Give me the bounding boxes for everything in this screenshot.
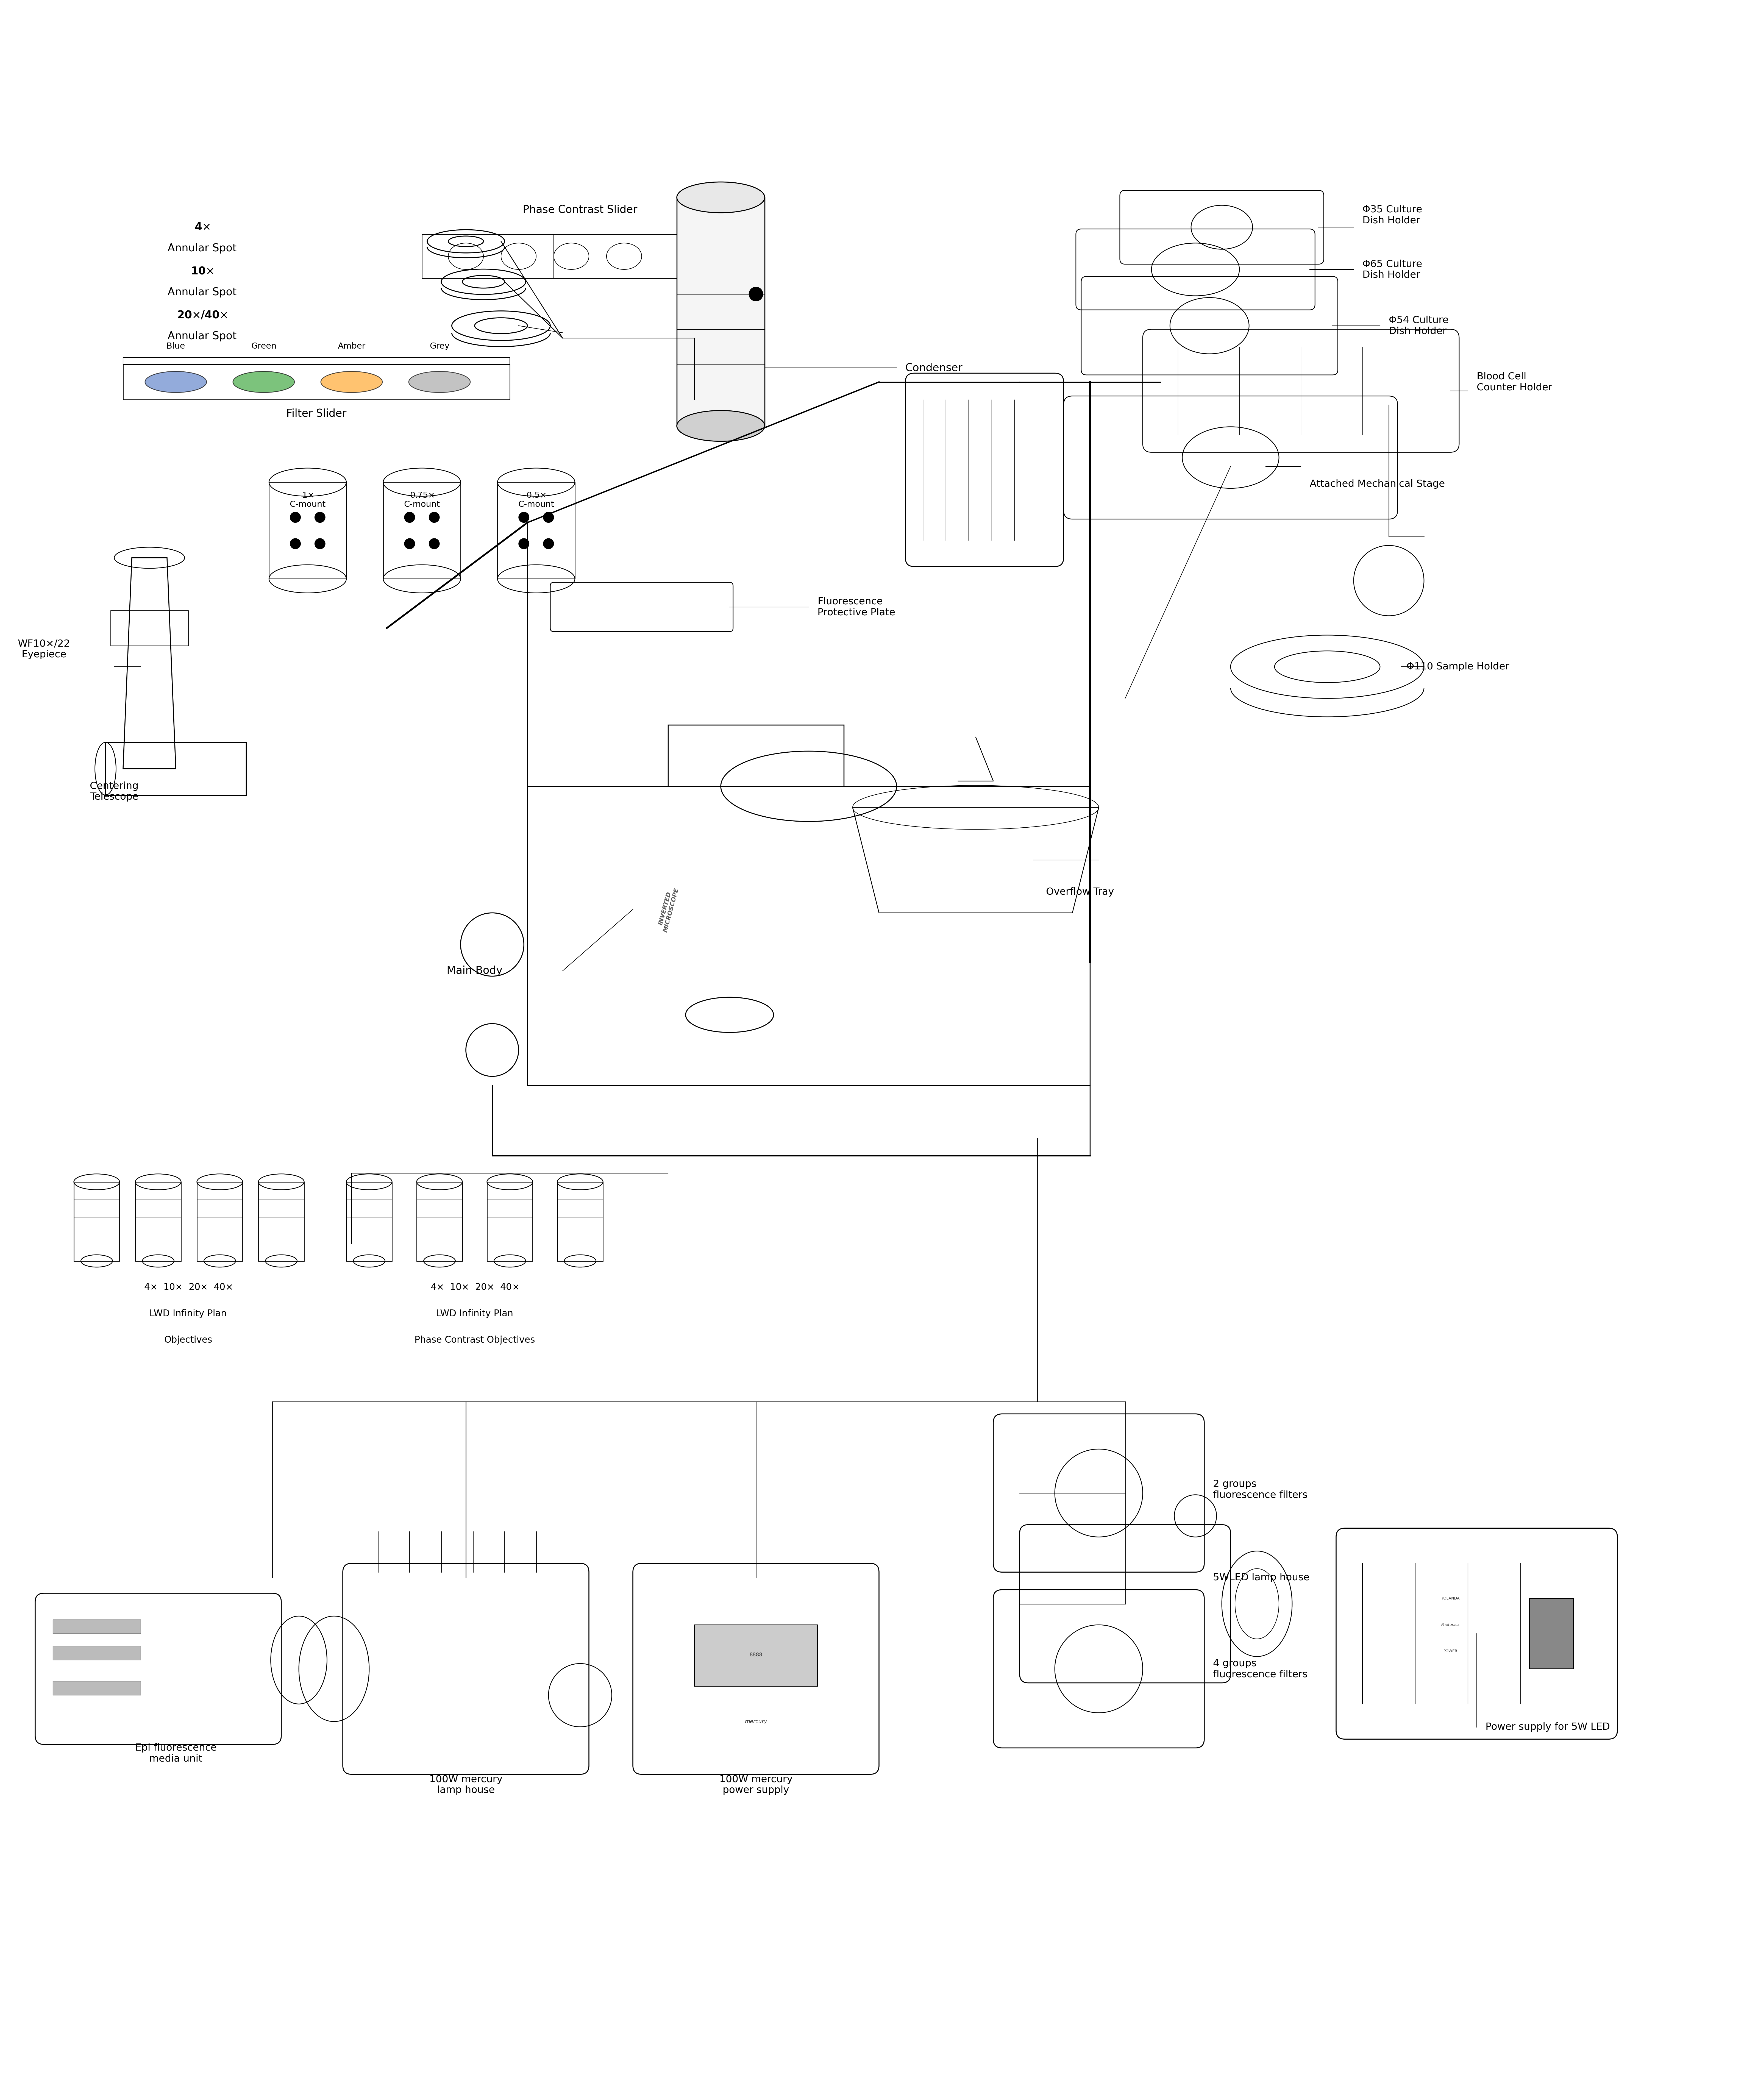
Bar — [1529, 1598, 1573, 1670]
Text: 4$\times$  10$\times$  20$\times$  40$\times$: 4$\times$ 10$\times$ 20$\times$ 40$\time… — [144, 1283, 232, 1292]
Text: YOLANDA: YOLANDA — [1442, 1596, 1459, 1600]
Text: 4 groups
fluorescence filters: 4 groups fluorescence filters — [1213, 1659, 1308, 1678]
Text: Grey: Grey — [429, 342, 450, 351]
Text: Annular Spot: Annular Spot — [167, 288, 237, 298]
Bar — [383, 483, 461, 580]
Ellipse shape — [677, 183, 765, 212]
Text: Condenser: Condenser — [905, 363, 963, 374]
Text: Photonics: Photonics — [1442, 1623, 1459, 1628]
Bar — [422, 235, 686, 277]
Text: 4$\times$  10$\times$  20$\times$  40$\times$: 4$\times$ 10$\times$ 20$\times$ 40$\time… — [431, 1283, 519, 1292]
Text: INVERTED
MICROSCOPE: INVERTED MICROSCOPE — [656, 886, 680, 932]
Text: 4$\times$: 4$\times$ — [195, 223, 209, 233]
Ellipse shape — [677, 410, 765, 441]
Text: Blood Cell
Counter Holder: Blood Cell Counter Holder — [1477, 372, 1552, 393]
Text: 1$\times$
C-mount: 1$\times$ C-mount — [290, 491, 325, 508]
Bar — [557, 1182, 603, 1260]
Circle shape — [519, 538, 529, 548]
Text: Objectives: Objectives — [163, 1336, 213, 1344]
Text: Amber: Amber — [338, 342, 366, 351]
Text: 0.5$\times$
C-mount: 0.5$\times$ C-mount — [519, 491, 554, 508]
Text: Annular Spot: Annular Spot — [167, 244, 237, 254]
Bar — [135, 1182, 181, 1260]
Circle shape — [429, 538, 439, 548]
Circle shape — [404, 538, 415, 548]
Bar — [53, 1682, 141, 1695]
Bar — [677, 197, 765, 426]
Circle shape — [543, 538, 554, 548]
Circle shape — [749, 288, 763, 300]
Bar — [487, 1182, 533, 1260]
Bar — [74, 1182, 120, 1260]
Text: 10$\times$: 10$\times$ — [190, 267, 214, 277]
Circle shape — [290, 512, 301, 523]
Text: WF10×/22
Eyepiece: WF10×/22 Eyepiece — [18, 638, 70, 659]
Text: Φ35 Culture
Dish Holder: Φ35 Culture Dish Holder — [1362, 206, 1422, 225]
Circle shape — [315, 538, 325, 548]
Text: LWD Infinity Plan: LWD Infinity Plan — [436, 1308, 513, 1319]
Text: Fluorescence
Protective Plate: Fluorescence Protective Plate — [817, 596, 895, 617]
Bar — [111, 611, 188, 645]
Text: Main Body: Main Body — [447, 966, 503, 976]
Bar — [346, 1182, 392, 1260]
Text: Phase Contrast Objectives: Phase Contrast Objectives — [415, 1336, 534, 1344]
Bar — [258, 1182, 304, 1260]
Text: 0.75$\times$
C-mount: 0.75$\times$ C-mount — [404, 491, 439, 508]
Text: mercury: mercury — [745, 1720, 766, 1724]
Text: Epi fluorescence
media unit: Epi fluorescence media unit — [135, 1743, 216, 1764]
Circle shape — [315, 512, 325, 523]
Text: Green: Green — [251, 342, 276, 351]
Text: Phase Contrast Slider: Phase Contrast Slider — [522, 204, 638, 214]
Bar — [53, 1646, 141, 1659]
Text: 20$\times$/40$\times$: 20$\times$/40$\times$ — [178, 311, 227, 321]
Bar — [694, 1625, 817, 1686]
Ellipse shape — [320, 372, 383, 393]
Circle shape — [519, 512, 529, 523]
Text: Attached Mechanical Stage: Attached Mechanical Stage — [1310, 479, 1445, 489]
Bar — [53, 1619, 141, 1634]
Ellipse shape — [232, 372, 295, 393]
Text: Blue: Blue — [167, 342, 185, 351]
Text: 100W mercury
lamp house: 100W mercury lamp house — [429, 1774, 503, 1795]
Text: 8888: 8888 — [749, 1653, 763, 1657]
Text: Φ65 Culture
Dish Holder: Φ65 Culture Dish Holder — [1362, 260, 1422, 279]
Ellipse shape — [408, 372, 471, 393]
Bar — [123, 365, 510, 399]
Text: LWD Infinity Plan: LWD Infinity Plan — [149, 1308, 227, 1319]
Text: Annular Spot: Annular Spot — [167, 332, 237, 342]
Text: POWER: POWER — [1443, 1648, 1457, 1653]
Circle shape — [404, 512, 415, 523]
Text: 2 groups
fluorescence filters: 2 groups fluorescence filters — [1213, 1478, 1308, 1499]
Bar — [498, 483, 575, 580]
Text: Φ110 Sample Holder: Φ110 Sample Holder — [1406, 662, 1510, 672]
Circle shape — [543, 512, 554, 523]
Bar — [197, 1182, 243, 1260]
Bar — [417, 1182, 462, 1260]
Bar — [668, 724, 844, 785]
Text: 100W mercury
power supply: 100W mercury power supply — [719, 1774, 793, 1795]
Circle shape — [429, 512, 439, 523]
Text: 5WLED lamp house: 5WLED lamp house — [1213, 1573, 1310, 1581]
Circle shape — [290, 538, 301, 548]
Text: Centering
Telescope: Centering Telescope — [90, 781, 139, 802]
Ellipse shape — [144, 372, 207, 393]
Text: Filter Slider: Filter Slider — [287, 407, 346, 418]
Text: Overflow Tray: Overflow Tray — [1046, 886, 1115, 897]
Text: Power supply for 5W LED: Power supply for 5W LED — [1486, 1722, 1610, 1732]
Bar — [269, 483, 346, 580]
Text: Φ54 Culture
Dish Holder: Φ54 Culture Dish Holder — [1389, 315, 1449, 336]
Bar — [123, 357, 510, 365]
